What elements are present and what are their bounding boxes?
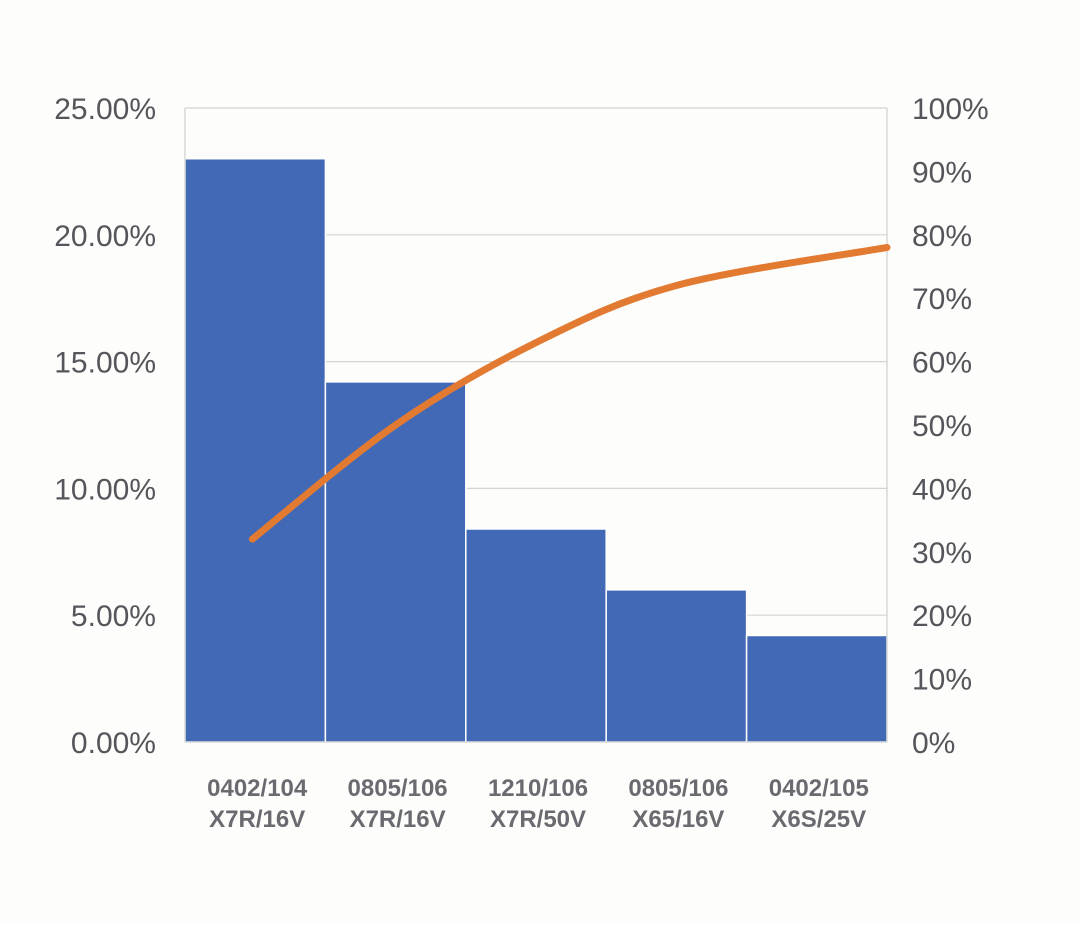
left-axis-tick-label: 20.00% (54, 220, 156, 253)
category-label: X7R/16V (209, 806, 305, 833)
right-axis-tick-label: 70% (912, 283, 972, 316)
right-axis-tick-label: 90% (912, 156, 972, 189)
category-label: 0402/104 (207, 775, 308, 802)
bar (465, 528, 607, 743)
category-label: 1210/106 (488, 775, 588, 802)
right-axis-tick-label: 50% (912, 410, 972, 443)
right-axis-tick-label: 0% (912, 727, 955, 760)
right-axis-tick-label: 40% (912, 473, 972, 506)
right-axis-tick-label: 60% (912, 347, 972, 380)
category-label: X7R/16V (350, 806, 446, 833)
bar (745, 634, 888, 743)
left-axis-tick-label: 0.00% (71, 727, 156, 760)
category-label: X65/16V (632, 806, 724, 833)
right-axis-tick-label: 30% (912, 537, 972, 570)
bar (324, 381, 467, 743)
left-axis-ticks: 0.00% 5.00% 10.00% 15.00% 20.00% 25.00% (54, 93, 156, 760)
bar (184, 157, 327, 743)
category-label: 0402/105 (769, 775, 869, 802)
category-label: X6S/25V (771, 806, 866, 833)
right-axis-tick-label: 80% (912, 220, 972, 253)
left-axis-tick-label: 5.00% (71, 600, 156, 633)
cumulative-line (248, 243, 891, 543)
axes (184, 108, 888, 743)
bars (184, 157, 888, 743)
left-axis-tick-label: 15.00% (54, 347, 156, 380)
category-label: X7R/50V (490, 806, 586, 833)
category-label: 0805/106 (628, 775, 728, 802)
left-axis-tick-label: 25.00% (54, 93, 156, 126)
category-label: 0805/106 (348, 775, 448, 802)
right-axis-tick-label: 20% (912, 600, 972, 633)
right-axis-ticks: 0% 10% 20% 30% 40% 50% 60% 70% 80% 90% 100% (912, 93, 989, 760)
bar (605, 589, 748, 743)
left-axis-tick-label: 10.00% (54, 473, 156, 506)
right-axis-tick-label: 100% (912, 93, 989, 126)
right-axis-tick-label: 10% (912, 664, 972, 697)
category-labels: 0402/104 X7R/16V 0805/106 X7R/16V 1210/106 X7… (207, 775, 869, 833)
